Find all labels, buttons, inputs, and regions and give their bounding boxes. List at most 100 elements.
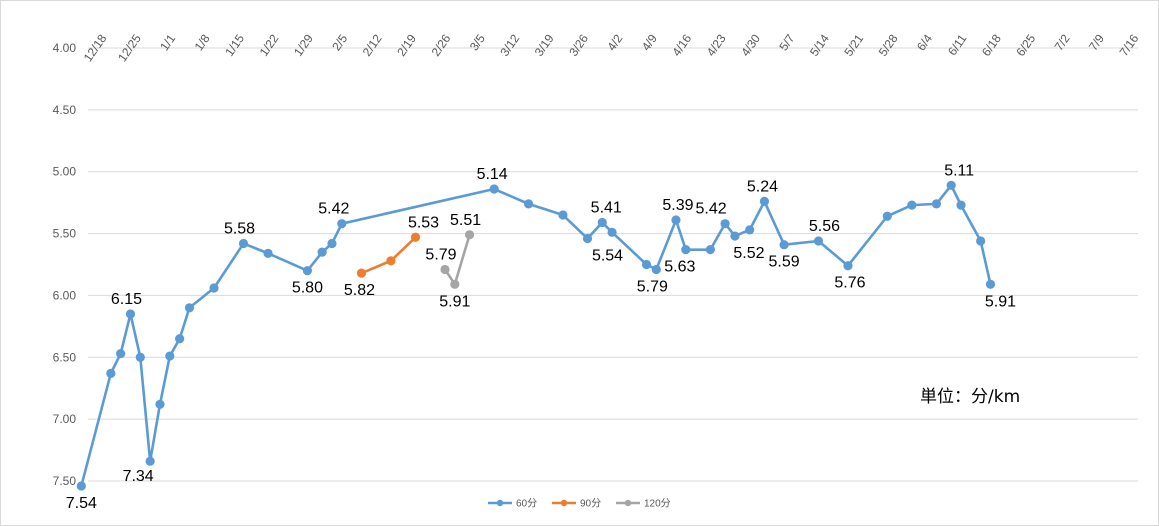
data-label: 5.59 [769, 254, 800, 271]
x-tick-label: 4/9 [639, 31, 660, 53]
data-point [597, 217, 607, 228]
data-label: 7.34 [123, 468, 154, 485]
data-label: 5.80 [292, 280, 323, 297]
data-label: 5.63 [664, 259, 695, 276]
data-point [145, 456, 155, 466]
data-label: 5.91 [985, 293, 1016, 310]
data-point [175, 334, 185, 344]
legend-marker-0 [496, 499, 504, 507]
data-label: 6.15 [111, 291, 142, 308]
x-tick-label: 4/23 [704, 31, 729, 58]
x-tick-label: 2/26 [429, 31, 454, 58]
data-point [450, 279, 460, 289]
data-point [238, 238, 249, 249]
data-label: 5.58 [224, 220, 255, 237]
data-point [813, 236, 824, 246]
data-label: 5.42 [696, 201, 727, 218]
data-label: 5.79 [425, 246, 456, 263]
data-point [263, 248, 273, 258]
data-point [641, 259, 652, 270]
data-point [730, 231, 740, 241]
unit-annotation: 単位：分/km [920, 387, 1020, 407]
x-tick-label: 2/19 [394, 31, 419, 58]
data-label: 5.51 [450, 212, 481, 229]
legend-marker-2 [624, 499, 632, 507]
data-point [302, 266, 312, 276]
data-label: 5.76 [834, 275, 865, 292]
data-point [184, 303, 195, 313]
y-tick-label: 6.00 [53, 288, 77, 302]
data-point [165, 351, 175, 361]
data-point [209, 283, 219, 293]
x-tick-label: 3/19 [532, 31, 557, 58]
data-point [907, 200, 917, 210]
data-label: 5.14 [477, 166, 508, 183]
data-point [155, 399, 165, 409]
data-label: 5.11 [944, 162, 974, 179]
data-point [558, 210, 568, 220]
legend-label-2: 120分 [644, 498, 671, 510]
x-tick-label: 6/4 [914, 31, 935, 53]
data-point [135, 352, 145, 362]
y-tick-label: 5.00 [53, 165, 77, 179]
x-tick-label: 3/12 [497, 31, 522, 58]
data-label: 5.52 [733, 245, 764, 262]
y-tick-label: 7.50 [53, 474, 77, 488]
x-tick-label: 6/11 [945, 31, 970, 58]
y-tick-label: 7.00 [53, 412, 77, 426]
x-tick-label: 1/15 [222, 31, 247, 58]
data-point [410, 232, 421, 242]
x-tick-label: 1/8 [192, 31, 213, 53]
data-label: 5.41 [591, 199, 622, 216]
data-label: 5.54 [592, 248, 623, 265]
y-tick-label: 5.50 [53, 227, 77, 241]
data-point [317, 247, 327, 257]
x-tick-label: 5/28 [876, 31, 901, 58]
series-line-0 [80, 184, 992, 487]
x-tick-label: 1/1 [157, 31, 178, 53]
data-point [607, 227, 617, 237]
x-tick-label: 6/25 [1013, 31, 1038, 58]
data-label: 5.82 [344, 282, 375, 299]
x-tick-label: 3/26 [566, 31, 591, 58]
x-tick-label: 5/21 [841, 31, 866, 58]
data-point [356, 268, 367, 278]
data-point [976, 236, 986, 246]
series-line-1 [360, 236, 417, 275]
data-point [843, 261, 853, 271]
data-point [779, 240, 789, 250]
data-label: 5.39 [662, 197, 693, 214]
x-tick-label: 5/7 [776, 31, 797, 53]
data-point [931, 199, 942, 209]
data-point [985, 279, 996, 289]
x-tick-label: 6/18 [979, 31, 1004, 58]
data-label: 5.91 [439, 293, 470, 310]
data-point [125, 309, 136, 319]
data-point [705, 245, 715, 255]
data-point [106, 368, 116, 378]
data-label: 5.42 [318, 201, 349, 218]
legend-label-0: 60分 [516, 498, 537, 510]
legend-label-1: 90分 [580, 498, 601, 510]
x-tick-label: 4/2 [604, 31, 625, 53]
data-label: 7.54 [66, 495, 97, 512]
y-tick-label: 4.00 [53, 41, 77, 55]
data-point [956, 200, 966, 210]
data-label: 5.24 [747, 178, 778, 195]
data-point [489, 184, 499, 194]
data-point [759, 196, 770, 207]
x-tick-label: 2/12 [360, 31, 385, 58]
x-tick-label: 7/16 [1117, 31, 1142, 58]
data-point [386, 256, 396, 266]
data-point [681, 245, 691, 255]
data-point [440, 264, 450, 275]
x-tick-label: 7/9 [1086, 31, 1107, 53]
x-tick-label: 1/22 [257, 31, 282, 58]
x-tick-label: 1/29 [291, 31, 316, 58]
x-tick-label: 3/5 [467, 31, 488, 53]
y-tick-label: 4.50 [53, 103, 77, 117]
data-point [720, 219, 730, 229]
data-point [116, 348, 126, 359]
x-tick-label: 7/2 [1052, 31, 1073, 53]
